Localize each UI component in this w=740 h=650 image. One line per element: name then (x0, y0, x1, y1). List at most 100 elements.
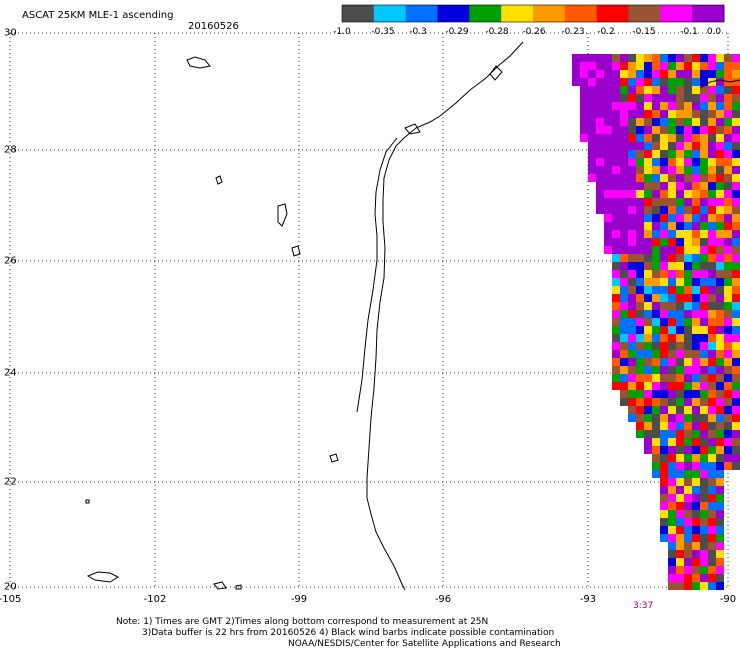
swath-cell (660, 254, 668, 262)
swath-cell (620, 286, 628, 294)
swath-cell (676, 246, 684, 254)
swath-cell (668, 366, 676, 374)
swath-cell (580, 110, 588, 118)
swath-cell (628, 70, 636, 78)
y-tick-label: 30 (4, 27, 17, 39)
swath-cell (716, 182, 724, 190)
swath-cell (676, 422, 684, 430)
swath-cell (644, 334, 652, 342)
swath-cell (708, 254, 716, 262)
swath-cell (644, 230, 652, 238)
swath-cell (668, 454, 676, 462)
swath-cell (668, 526, 676, 534)
swath-cell (692, 238, 700, 246)
swath-cell (668, 494, 676, 502)
swath-cell (620, 366, 628, 374)
swath-cell (676, 518, 684, 526)
swath-cell (716, 134, 724, 142)
swath-cell (700, 318, 708, 326)
swath-cell (668, 262, 676, 270)
y-tick-label: 26 (4, 255, 17, 267)
colorbar-label: -1.0 (333, 27, 351, 37)
swath-cell (612, 134, 620, 142)
swath-cell (692, 542, 700, 550)
swath-cell (612, 70, 620, 78)
swath-cell (588, 102, 596, 110)
swath-cell (708, 118, 716, 126)
swath-cell (636, 414, 644, 422)
swath-cell (572, 62, 580, 70)
swath-cell (708, 494, 716, 502)
swath-cell (724, 214, 732, 222)
swath-cell (716, 382, 724, 390)
swath-cell (724, 150, 732, 158)
swath-cell (708, 438, 716, 446)
swath-cell (676, 526, 684, 534)
swath-cell (668, 446, 676, 454)
swath-cell (668, 414, 676, 422)
swath-cell (636, 78, 644, 86)
swath-cell (716, 318, 724, 326)
swath-cell (660, 478, 668, 486)
swath-cell (708, 302, 716, 310)
swath-cell (676, 430, 684, 438)
swath-cell (644, 350, 652, 358)
swath-cell (612, 302, 620, 310)
swath-cell (708, 446, 716, 454)
swath-cell (684, 86, 692, 94)
swath-cell (708, 262, 716, 270)
swath-cell (652, 222, 660, 230)
swath-cell (676, 502, 684, 510)
swath-cell (580, 54, 588, 62)
swath-cell (636, 366, 644, 374)
swath-cell (692, 110, 700, 118)
swath-cell (708, 318, 716, 326)
swath-cell (588, 142, 596, 150)
swath-cell (620, 174, 628, 182)
swath-cell (684, 534, 692, 542)
swath-cell (676, 134, 684, 142)
swath-cell (588, 134, 596, 142)
swath-cell (628, 318, 636, 326)
swath-cell (628, 182, 636, 190)
swath-cell (612, 374, 620, 382)
swath-cell (636, 342, 644, 350)
swath-cell (652, 142, 660, 150)
swath-cell (660, 462, 668, 470)
swath-cell (732, 238, 740, 246)
swath-cell (724, 118, 732, 126)
swath-cell (708, 278, 716, 286)
swath-cell (724, 438, 732, 446)
swath-cell (676, 294, 684, 302)
swath-cell (732, 102, 740, 110)
swath-cell (572, 78, 580, 86)
swath-cell (676, 342, 684, 350)
colorbar-swatch (660, 5, 693, 22)
swath-cell (676, 190, 684, 198)
swath-cell (684, 254, 692, 262)
swath-cell (620, 270, 628, 278)
swath-cell (668, 94, 676, 102)
swath-cell (668, 398, 676, 406)
swath-cell (692, 134, 700, 142)
swath-cell (708, 566, 716, 574)
swath-cell (668, 390, 676, 398)
swath-cell (612, 326, 620, 334)
swath-cell (676, 278, 684, 286)
swath-cell (628, 398, 636, 406)
swath-cell (700, 198, 708, 206)
swath-cell (604, 182, 612, 190)
swath-cell (668, 254, 676, 262)
swath-cell (676, 270, 684, 278)
swath-cell (652, 262, 660, 270)
swath-cell (732, 382, 740, 390)
swath-cell (644, 62, 652, 70)
lake-outline-7 (213, 581, 227, 590)
swath-cell (692, 374, 700, 382)
swath-cell (700, 430, 708, 438)
swath-cell (636, 174, 644, 182)
swath-cell (636, 286, 644, 294)
swath-cell (692, 446, 700, 454)
swath-cell (692, 438, 700, 446)
